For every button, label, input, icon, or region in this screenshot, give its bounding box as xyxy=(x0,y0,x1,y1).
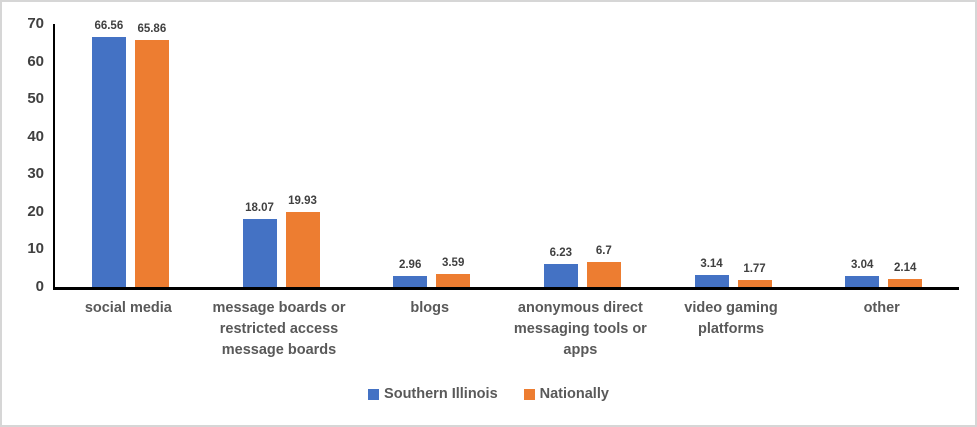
legend-swatch-icon xyxy=(368,388,380,400)
bar-with-label: 6.7 xyxy=(586,244,621,287)
y-tick-label: 50 xyxy=(27,90,44,108)
value-label: 19.93 xyxy=(288,195,317,208)
bar-nationally xyxy=(285,212,320,287)
bar-southern-illinois xyxy=(845,275,880,287)
bar-group: 66.56 65.86 xyxy=(55,20,206,287)
value-label: 2.96 xyxy=(398,258,422,271)
value-label: 6.23 xyxy=(549,246,573,259)
value-label: 2.14 xyxy=(893,261,917,274)
value-label: 3.04 xyxy=(850,258,874,271)
y-tick-label: 20 xyxy=(27,202,44,220)
bar-nationally xyxy=(737,280,772,287)
y-tick-label: 40 xyxy=(27,127,44,145)
value-label: 6.7 xyxy=(595,244,612,257)
category-label: social media xyxy=(84,300,172,316)
value-label: 65.86 xyxy=(137,22,167,35)
legend-label: Southern Illinois xyxy=(384,386,498,402)
legend: Southern Illinois Nationally xyxy=(2,386,975,402)
category-label: blogs xyxy=(410,300,450,316)
bar-with-label: 19.93 xyxy=(285,195,320,287)
x-axis-labels: social media message boards or restricted… xyxy=(53,298,957,361)
bar-with-label: 3.59 xyxy=(436,256,471,287)
bar-with-label: 2.96 xyxy=(393,258,428,287)
bar-with-label: 66.56 xyxy=(91,19,126,287)
bar-southern-illinois xyxy=(543,263,578,287)
value-label: 18.07 xyxy=(245,202,274,215)
y-tick-label: 0 xyxy=(35,278,44,295)
bar-with-label: 3.04 xyxy=(845,258,880,287)
bar-group: 18.07 19.93 xyxy=(206,24,357,287)
bar-nationally xyxy=(888,278,923,287)
legend-swatch-icon xyxy=(523,388,535,400)
category-label: message boards or restricted access mess… xyxy=(212,300,346,359)
bar-with-label: 3.14 xyxy=(694,258,729,287)
bar-group: 2.96 3.59 xyxy=(356,24,507,287)
y-tick-label: 10 xyxy=(27,240,44,258)
bar-with-label: 6.23 xyxy=(543,246,578,287)
y-tick-label: 70 xyxy=(27,15,44,32)
bar-southern-illinois xyxy=(393,275,428,287)
y-tick-label: 60 xyxy=(27,52,44,70)
bar-with-label: 18.07 xyxy=(242,202,277,287)
y-tick-label: 30 xyxy=(27,165,44,183)
category-label: anonymous direct messaging tools or apps xyxy=(513,300,647,359)
bar-southern-illinois xyxy=(91,36,126,287)
bar-group: 3.14 1.77 xyxy=(658,24,809,287)
legend-item: Southern Illinois xyxy=(368,386,498,402)
legend-label: Nationally xyxy=(539,386,609,402)
bar-southern-illinois xyxy=(694,275,729,287)
bar-nationally xyxy=(134,39,169,287)
bar-group: 6.23 6.7 xyxy=(507,24,658,287)
value-label: 3.59 xyxy=(441,256,465,269)
bar-nationally xyxy=(436,273,471,287)
value-label: 1.77 xyxy=(743,263,766,276)
y-axis: 0 10 20 30 40 50 60 70 xyxy=(2,15,44,295)
bar-nationally xyxy=(586,261,621,287)
plot-area: 66.56 65.86 18.07 19.93 2.96 3.59 6.23 6.7 3.14 1… xyxy=(53,20,959,290)
value-label: 3.14 xyxy=(700,258,723,271)
bar-with-label: 65.86 xyxy=(134,22,169,287)
bar-with-label: 1.77 xyxy=(737,263,772,287)
category-label: other xyxy=(863,300,900,316)
legend-item: Nationally xyxy=(523,386,609,402)
bar-group: 3.04 2.14 xyxy=(808,24,959,287)
bar-with-label: 2.14 xyxy=(888,261,923,287)
bar-southern-illinois xyxy=(242,219,277,287)
category-label: video gaming platforms xyxy=(684,300,778,338)
value-label: 66.56 xyxy=(94,19,124,32)
